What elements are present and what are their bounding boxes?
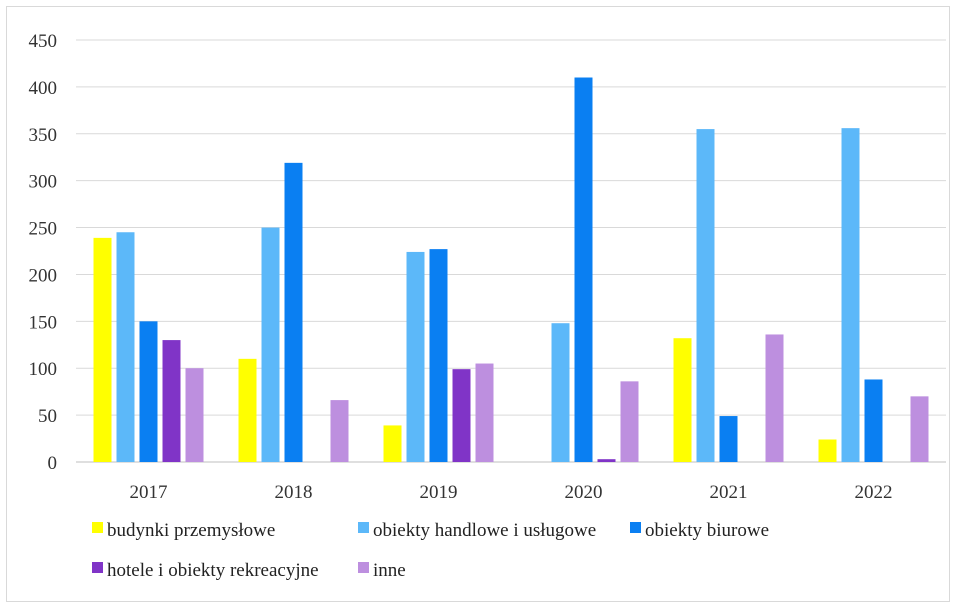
legend-item-3: obiekty biurowe	[630, 520, 769, 541]
y-tick-label-400: 400	[29, 78, 58, 99]
x-tick-label-2018: 2018	[275, 482, 313, 503]
bar-2017-obiekty-biurowe	[139, 321, 158, 462]
y-tick-label-250: 250	[29, 219, 58, 240]
bar-2018-obiekty-biurowe	[284, 162, 303, 463]
bar-2021-budynki-przemysłowe	[673, 338, 692, 462]
bar-2019-hotele-i-obiekty-rekreacyjne	[452, 369, 471, 462]
legend-label-3: obiekty biurowe	[645, 520, 769, 541]
y-axis-ticks: 0 50 100 150 200 250 300 350 400 450	[29, 31, 58, 474]
bar-2017-inne	[185, 368, 204, 462]
legend-swatch-1	[92, 522, 103, 533]
bar-2019-obiekty-handlowe-i-usługowe	[406, 251, 425, 462]
bar-2017-obiekty-handlowe-i-usługowe	[116, 232, 135, 462]
x-tick-label-2019: 2019	[420, 482, 458, 503]
bar-2017-hotele-i-obiekty-rekreacyjne	[162, 340, 181, 462]
legend-swatch-2	[358, 522, 369, 533]
y-tick-label-300: 300	[29, 172, 58, 193]
legend-label-2: obiekty handlowe i usługowe	[373, 520, 596, 541]
x-tick-label-2017: 2017	[130, 482, 168, 503]
legend-item-1: budynki przemysłowe	[92, 520, 275, 541]
legend-label-5: inne	[373, 560, 406, 581]
bar-2017-budynki-przemysłowe	[93, 237, 112, 462]
legend-swatch-4	[92, 562, 103, 573]
bar-2019-budynki-przemysłowe	[383, 425, 402, 462]
y-tick-label-350: 350	[29, 125, 58, 146]
bar-2018-inne	[330, 400, 349, 462]
bar-2022-budynki-przemysłowe	[818, 439, 837, 462]
legend-swatch-5	[358, 562, 369, 573]
y-tick-label-200: 200	[29, 265, 58, 286]
bars	[93, 77, 929, 463]
bar-2019-inne	[475, 363, 494, 462]
legend-label-1: budynki przemysłowe	[107, 520, 275, 541]
y-tick-label-50: 50	[38, 406, 57, 427]
x-tick-label-2021: 2021	[710, 482, 748, 503]
bar-2018-budynki-przemysłowe	[238, 358, 257, 462]
x-tick-label-2022: 2022	[855, 482, 893, 503]
bar-2020-obiekty-biurowe	[574, 77, 593, 462]
legend-item-4: hotele i obiekty rekreacyjne	[92, 560, 319, 581]
y-tick-label-0: 0	[48, 453, 58, 474]
y-tick-label-100: 100	[29, 359, 58, 380]
x-axis-ticks: 2017 2018 2019 2020 2021 2022	[130, 482, 893, 503]
bar-2022-inne	[910, 396, 929, 462]
bar-2020-inne	[620, 381, 639, 462]
legend-item-5: inne	[358, 560, 406, 581]
legend-label-4: hotele i obiekty rekreacyjne	[107, 560, 319, 581]
legend: budynki przemysłowe obiekty handlowe i us…	[92, 520, 769, 581]
legend-item-2: obiekty handlowe i usługowe	[358, 520, 596, 541]
y-tick-label-450: 450	[29, 31, 58, 52]
legend-swatch-3	[630, 522, 641, 533]
chart-frame	[6, 6, 950, 602]
bar-2019-obiekty-biurowe	[429, 249, 448, 462]
bar-2021-inne	[765, 334, 784, 462]
grid-lines	[76, 39, 946, 463]
bar-2021-obiekty-handlowe-i-usługowe	[696, 129, 715, 463]
bar-2022-obiekty-handlowe-i-usługowe	[841, 128, 860, 462]
bar-2018-obiekty-handlowe-i-usługowe	[261, 227, 280, 462]
y-tick-label-150: 150	[29, 312, 58, 333]
bar-2021-obiekty-biurowe	[719, 416, 738, 462]
x-tick-label-2020: 2020	[565, 482, 603, 503]
bar-2022-obiekty-biurowe	[864, 379, 883, 462]
bar-2020-hotele-i-obiekty-rekreacyjne	[597, 459, 616, 462]
bar-2020-obiekty-handlowe-i-usługowe	[551, 323, 570, 462]
